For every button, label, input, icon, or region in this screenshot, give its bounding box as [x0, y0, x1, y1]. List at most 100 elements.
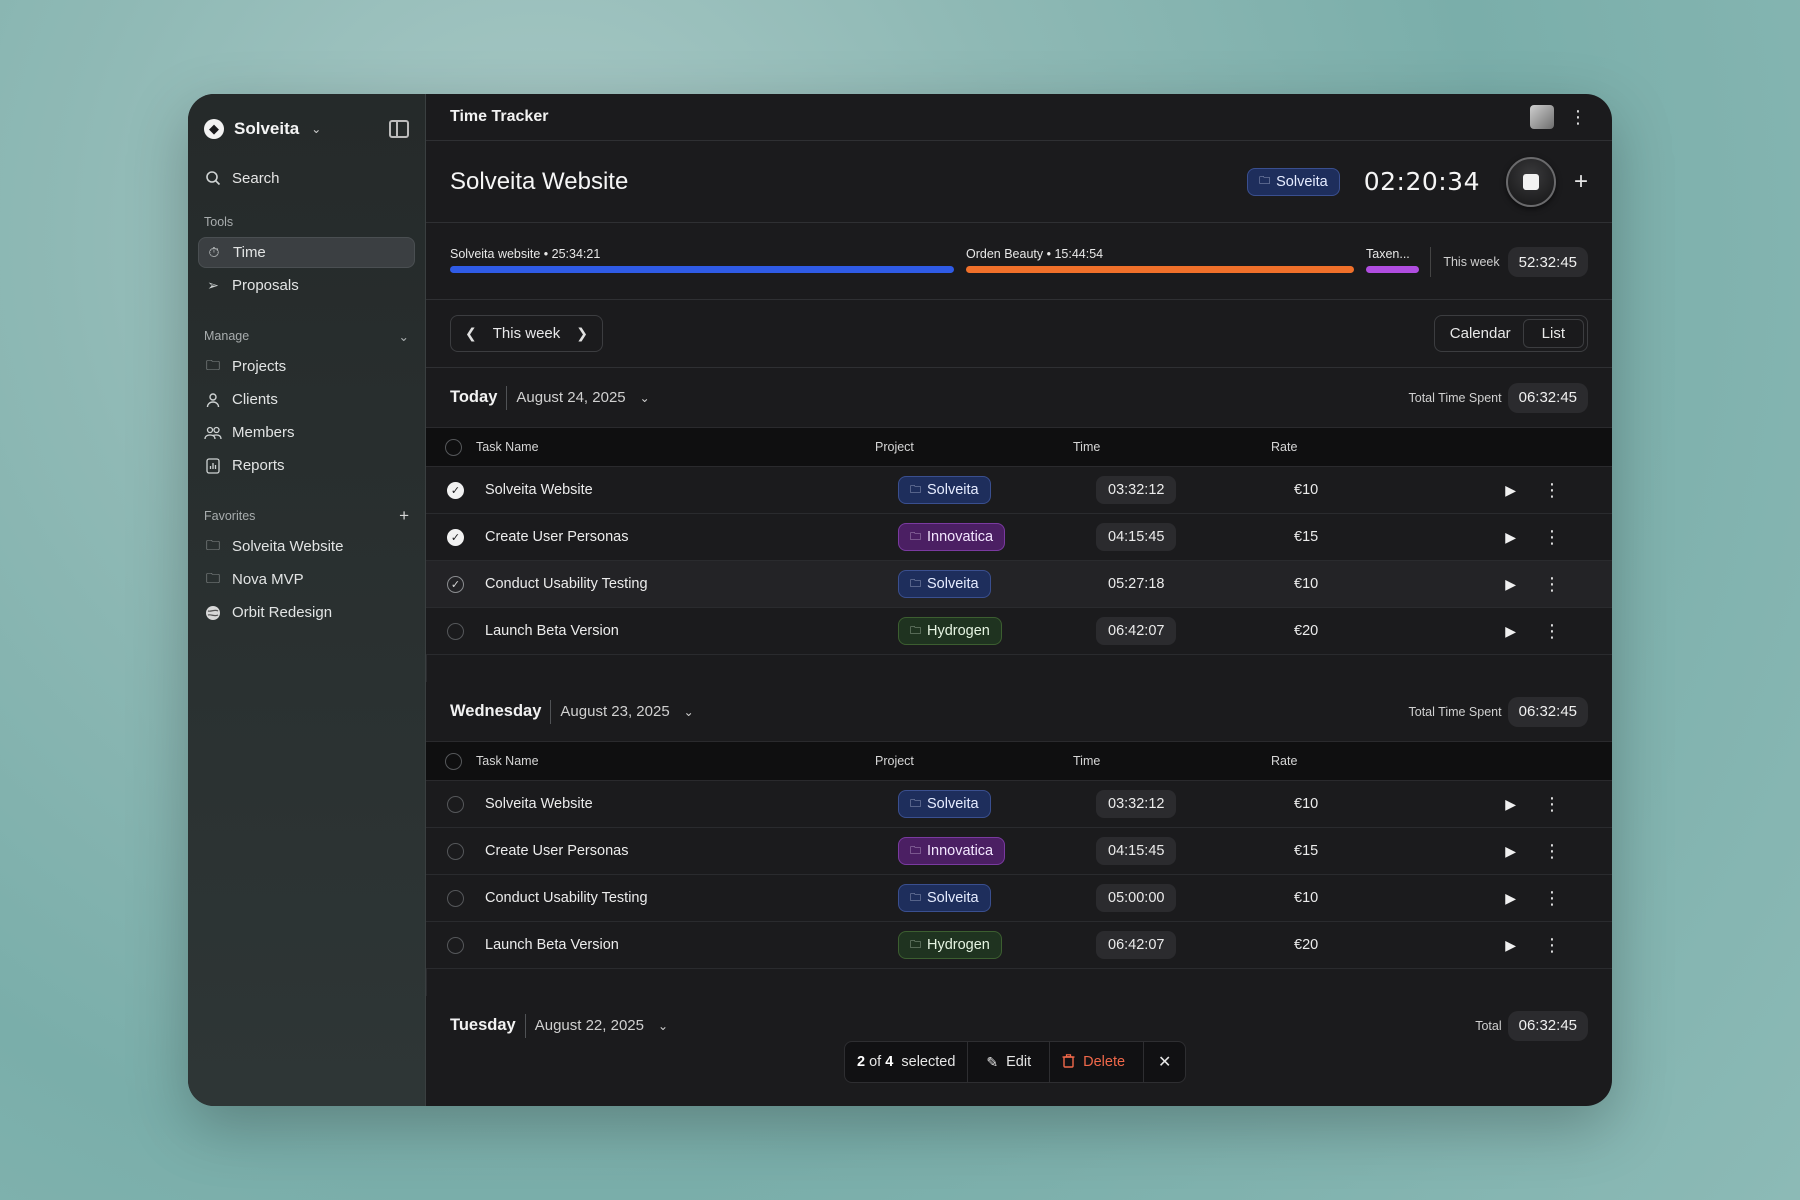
time-value[interactable]: 06:42:07: [1096, 931, 1177, 959]
time-value[interactable]: 05:27:18: [1108, 576, 1165, 592]
manage-section-label[interactable]: Manage ⌄: [204, 329, 409, 344]
tab-list[interactable]: List: [1522, 319, 1584, 348]
play-icon[interactable]: ▶: [1505, 575, 1516, 592]
more-options-icon[interactable]: ⋮: [1569, 107, 1587, 127]
more-options-icon[interactable]: ⋮: [1543, 794, 1561, 814]
stop-timer-button[interactable]: [1505, 156, 1556, 207]
table-row[interactable]: ✓ Solveita Website 🗀 Solveita 03:32:12 €1…: [426, 467, 1612, 514]
more-options-icon[interactable]: ⋮: [1543, 841, 1561, 861]
table-row[interactable]: Conduct Usability Testing 🗀 Solveita 05:0…: [426, 875, 1612, 922]
folder-icon: 🗀: [910, 483, 921, 496]
more-options-icon[interactable]: ⋮: [1543, 480, 1561, 500]
project-tag[interactable]: 🗀 Innovatica: [898, 523, 1006, 551]
more-options-icon[interactable]: ⋮: [1543, 935, 1561, 955]
more-options-icon[interactable]: ⋮: [1543, 888, 1561, 908]
select-all-checkbox[interactable]: [445, 438, 462, 456]
row-checkbox[interactable]: [447, 795, 464, 813]
sidebar-search[interactable]: Search: [198, 161, 415, 195]
selection-action-bar: 2 of 4 selected ✎ Edit Delete ✕: [844, 1041, 1187, 1083]
play-icon[interactable]: ▶: [1505, 528, 1516, 545]
chevron-down-icon[interactable]: ⌄: [657, 1018, 669, 1033]
view-toggle: Calendar List: [1433, 315, 1588, 352]
favorite-label: Nova MVP: [232, 571, 304, 588]
project-tag[interactable]: 🗀 Hydrogen: [898, 931, 1002, 959]
globe-icon: [204, 604, 222, 622]
favorite-item[interactable]: 🗀 Nova MVP: [198, 564, 415, 595]
pencil-icon: ✎: [986, 1053, 999, 1070]
project-tag[interactable]: 🗀 Solveita: [898, 790, 991, 818]
time-value[interactable]: 03:32:12: [1096, 476, 1177, 504]
table-row[interactable]: Launch Beta Version 🗀 Hydrogen 06:42:07 €…: [426, 922, 1612, 969]
row-checkbox[interactable]: [447, 622, 464, 640]
time-value[interactable]: 03:32:12: [1096, 790, 1177, 818]
time-value[interactable]: 04:15:45: [1096, 523, 1177, 551]
progress-segment[interactable]: Orden Beauty • 15:44:54: [966, 247, 1354, 273]
play-icon[interactable]: ▶: [1505, 936, 1516, 953]
project-tag[interactable]: 🗀 Innovatica: [898, 837, 1006, 865]
favorite-item[interactable]: 🗀 Solveita Website: [198, 531, 415, 562]
play-icon[interactable]: ▶: [1505, 795, 1516, 812]
chevron-down-icon[interactable]: ⌄: [639, 390, 650, 405]
chevron-down-icon[interactable]: ⌄: [311, 122, 322, 136]
row-checkbox[interactable]: [447, 889, 464, 907]
delete-button[interactable]: Delete: [1050, 1042, 1145, 1082]
project-badge[interactable]: 🗀 Solveita: [1247, 167, 1340, 196]
time-value[interactable]: 04:15:45: [1096, 837, 1177, 865]
edit-button[interactable]: ✎ Edit: [968, 1042, 1051, 1082]
select-all-checkbox[interactable]: [445, 752, 462, 770]
table-row[interactable]: Launch Beta Version 🗀 Hydrogen 06:42:07 €…: [426, 608, 1612, 655]
chevron-down-icon[interactable]: ⌄: [398, 329, 409, 344]
table-row[interactable]: Solveita Website 🗀 Solveita 03:32:12 €10 …: [426, 781, 1612, 828]
avatar[interactable]: [1530, 105, 1554, 129]
toggle-sidebar-icon[interactable]: [389, 120, 409, 138]
favorite-label: Solveita Website: [232, 538, 344, 555]
table-row[interactable]: ✓ Create User Personas 🗀 Innovatica 04:15…: [426, 514, 1612, 561]
row-checkbox[interactable]: [447, 936, 464, 954]
workspace-logo-icon: ◆: [204, 119, 224, 139]
time-value[interactable]: 05:00:00: [1096, 884, 1177, 912]
play-icon[interactable]: ▶: [1505, 889, 1516, 906]
time-value[interactable]: 06:42:07: [1096, 617, 1177, 645]
more-options-icon[interactable]: ⋮: [1543, 574, 1561, 594]
folder-icon: 🗀: [206, 569, 220, 586]
close-icon[interactable]: ✕: [1158, 1054, 1172, 1071]
sidebar-item-projects[interactable]: 🗀 Projects: [198, 351, 415, 382]
project-tag[interactable]: 🗀 Hydrogen: [898, 617, 1002, 645]
more-options-icon[interactable]: ⋮: [1543, 621, 1561, 641]
sidebar-item-clients[interactable]: Clients: [198, 384, 415, 415]
progress-segment[interactable]: Solveita website • 25:34:21: [450, 247, 954, 273]
table-row[interactable]: ✓ Conduct Usability Testing 🗀 Solveita 05…: [426, 561, 1612, 608]
progress-segment[interactable]: Taxen...: [1366, 247, 1419, 273]
chevron-down-icon[interactable]: ⌄: [683, 704, 694, 719]
row-checkbox[interactable]: [447, 842, 464, 860]
sidebar-item-time[interactable]: ⏱ Time: [198, 237, 415, 268]
favorite-item[interactable]: Orbit Redesign: [198, 597, 415, 628]
topbar: Time Tracker ⋮: [426, 94, 1612, 141]
project-tag[interactable]: 🗀 Solveita: [898, 884, 991, 912]
play-icon[interactable]: ▶: [1505, 842, 1516, 859]
row-checkbox[interactable]: ✓: [447, 575, 464, 593]
sidebar-item-members[interactable]: Members: [198, 417, 415, 448]
tools-nav: ⏱ Time ➢ Proposals: [198, 237, 415, 301]
app-window: ◆ Solveita ⌄ Search Tools ⏱ Time ➢ Propo…: [188, 94, 1612, 1106]
row-checkbox[interactable]: ✓: [447, 481, 464, 499]
add-entry-button[interactable]: +: [1573, 167, 1588, 195]
play-icon[interactable]: ▶: [1505, 481, 1516, 498]
add-favorite-icon[interactable]: +: [399, 506, 409, 525]
sidebar-item-reports[interactable]: Reports: [198, 450, 415, 481]
more-options-icon[interactable]: ⋮: [1543, 527, 1561, 547]
tab-calendar[interactable]: Calendar: [1449, 325, 1511, 342]
chevron-right-icon[interactable]: ❯: [576, 325, 588, 341]
sidebar-item-label: Time: [233, 244, 266, 261]
project-tag[interactable]: 🗀 Solveita: [898, 570, 991, 598]
project-tag[interactable]: 🗀 Solveita: [898, 476, 991, 504]
chevron-left-icon[interactable]: ❮: [465, 325, 477, 341]
week-label[interactable]: This week: [492, 325, 561, 342]
table-row[interactable]: Create User Personas 🗀 Innovatica 04:15:4…: [426, 828, 1612, 875]
folder-icon: 🗀: [1259, 175, 1271, 187]
workspace-switcher[interactable]: ◆ Solveita ⌄: [198, 105, 415, 153]
sidebar-item-proposals[interactable]: ➢ Proposals: [198, 270, 415, 301]
day-section-wednesday: Wednesday August 23, 2025 ⌄ Total Time S…: [426, 682, 1612, 969]
play-icon[interactable]: ▶: [1505, 622, 1516, 639]
row-checkbox[interactable]: ✓: [447, 528, 464, 546]
